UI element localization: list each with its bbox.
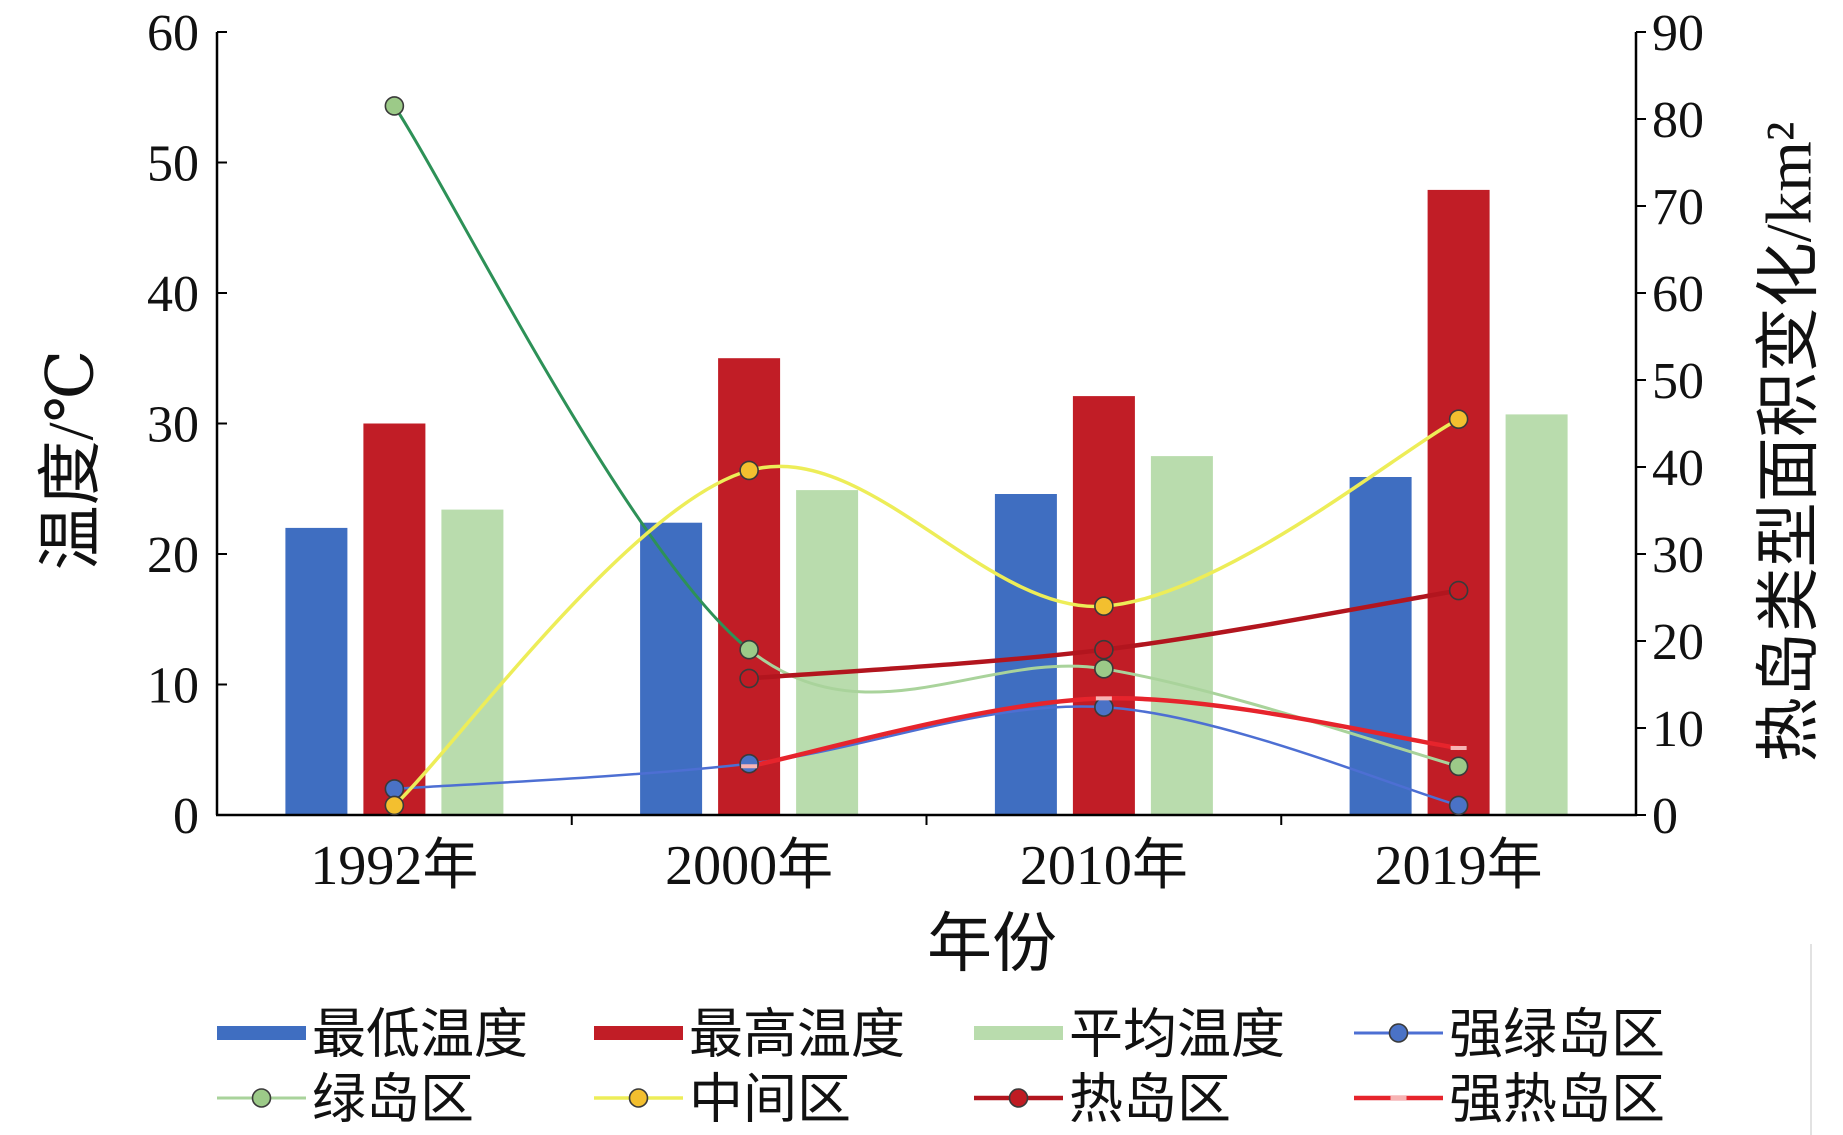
y-tick-label-right: 60 [1652,266,1704,323]
legend-item-strong-green-island: 强绿岛区 [1354,1004,1665,1064]
bar-mean-temperature [441,509,504,815]
legend-label: 强热岛区 [1449,1069,1665,1129]
y-tick-label-right: 90 [1652,5,1704,62]
y-tick-label-left: 30 [147,397,199,454]
line-intermediate-zone [1102,417,1461,608]
marker-strong-green-island [1388,1023,1409,1043]
y-tick-label-right: 20 [1652,614,1704,671]
line-strong-green-island [1102,705,1460,807]
x-tick-label: 1992年 [310,835,478,897]
y-tick-label-left: 10 [147,658,199,715]
bar-min-temperature [1349,477,1412,815]
line-intermediate-zone [392,468,751,808]
legend-swatch [217,1026,306,1040]
y-axis-title-left: 温度/℃ [35,350,107,571]
y-tick-label-right: 50 [1652,353,1704,410]
y-tick-label-right: 80 [1652,92,1704,149]
bar-mean-temperature [1505,414,1568,815]
line-strong-heat-island [1101,696,1461,751]
line-strong-heat-island [746,696,1107,769]
marker-strong-green-island [1094,697,1114,717]
bar-max-temperature [718,358,781,815]
legend-item-strong-heat-island: 强热岛区 [1354,1069,1665,1129]
bar-max-temperature [363,423,426,815]
marker-intermediate-zone [384,795,405,816]
marker-heat-island [1448,580,1469,601]
legend-item-heat-island: 热岛区 [974,1069,1231,1129]
legend-swatch [974,1026,1063,1040]
line-heat-island [1101,588,1461,652]
line-heat-island [746,647,1107,681]
marker-intermediate-zone [739,460,759,481]
legend-label: 热岛区 [1069,1069,1231,1129]
legend-item-max-temperature: 最高温度 [594,1004,905,1064]
y-tick-label-left: 50 [147,136,199,193]
line-green-island [747,648,1106,694]
x-tick-label: 2010年 [1020,835,1188,897]
legend-swatch [594,1026,683,1040]
marker-strong-green-island [384,779,405,799]
y-tick-label-left: 0 [173,788,199,845]
y-tick-label-right: 70 [1652,179,1704,236]
marker-layer [384,96,1469,816]
legend-label: 最高温度 [689,1004,905,1064]
marker-strong-green-island [1448,795,1469,816]
bar-min-temperature [640,522,703,815]
marker-heat-island [739,668,759,689]
x-tick-label: 2000年 [665,835,833,897]
y-tick-label-right: 0 [1652,788,1678,845]
y-tick-label-left: 40 [147,266,199,323]
y-tick-label-right: 40 [1652,440,1704,497]
x-axis-title: 年份 [927,908,1057,980]
marker-intermediate-zone [1094,596,1114,617]
y-tick-label-left: 20 [147,527,199,584]
bar-mean-temperature [796,490,859,815]
marker-green-island [384,96,405,116]
legend-label: 强绿岛区 [1449,1004,1665,1064]
legend-label: 平均温度 [1069,1004,1285,1064]
marker-intermediate-zone [1448,409,1469,429]
legend-label: 绿岛区 [312,1069,474,1129]
legend-label: 最低温度 [312,1004,528,1064]
marker-heat-island [1094,639,1114,660]
y-axis-title-right: 热岛类型面积变化/km² [1753,122,1825,763]
legend-item-mean-temperature: 平均温度 [974,1004,1285,1064]
marker-strong-green-island [739,753,759,774]
line-intermediate-zone [747,464,1106,609]
axis-titles: 年份 温度/℃ 热岛类型面积变化/km² [35,122,1825,981]
x-tick-label: 2019年 [1375,835,1543,897]
y-tick-label-right: 10 [1652,701,1704,758]
line-green-island [392,104,751,652]
marker-green-island [251,1088,272,1108]
legend-item-green-island: 绿岛区 [217,1069,474,1129]
bar-layer [285,189,1568,815]
legend-item-min-temperature: 最低温度 [217,1004,528,1064]
legend-label: 中间区 [689,1069,851,1129]
marker-green-island [1448,756,1469,777]
line-strong-green-island [393,762,751,791]
axes-layer: 0 10 20 30 40 50 60 0 10 20 30 40 50 60 70 80 90 1992年 200… [147,5,1704,897]
y-tick-label-right: 30 [1652,527,1704,584]
marker-heat-island [1008,1088,1029,1108]
marker-green-island [1094,659,1114,679]
y-tick-label-left: 60 [147,5,199,62]
bar-min-temperature [285,527,348,815]
bar-max-temperature [1427,189,1490,815]
legend-item-intermediate-zone: 中间区 [594,1069,851,1129]
marker-green-island [739,639,759,660]
marker-intermediate-zone [628,1088,649,1108]
line-layer [392,104,1461,808]
